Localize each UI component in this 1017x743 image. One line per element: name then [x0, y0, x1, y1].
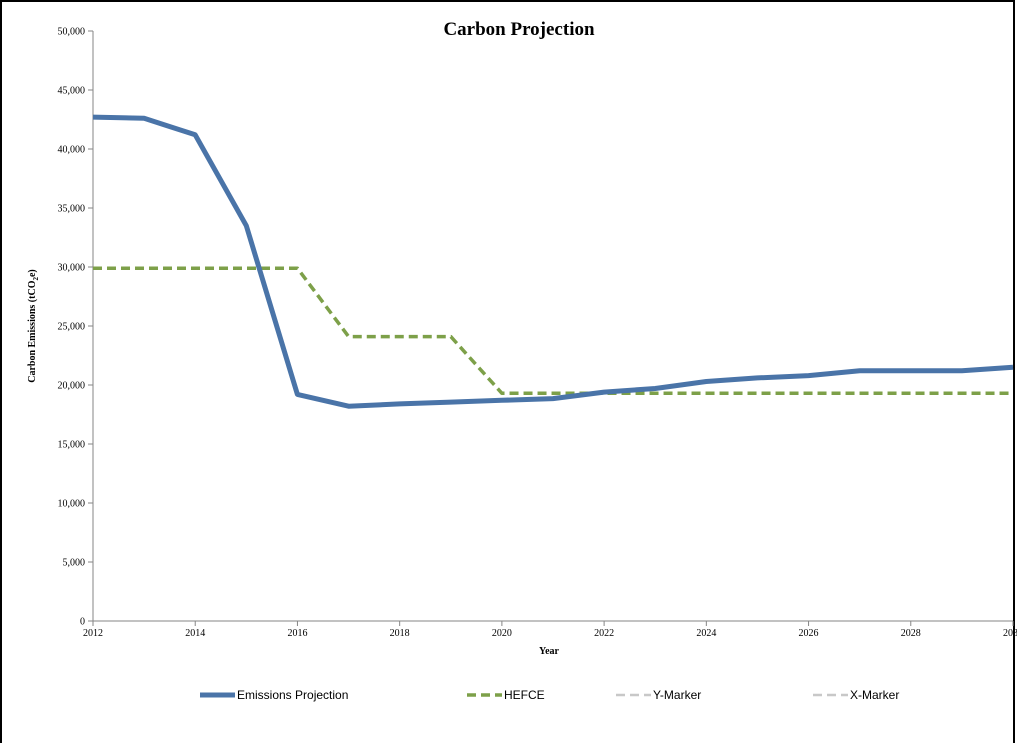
legend-label: Y-Marker	[653, 688, 701, 702]
x-tick-label: 2024	[696, 628, 716, 639]
x-tick-label: 2028	[901, 628, 921, 639]
y-tick-label: 25,000	[58, 322, 86, 333]
x-tick-label: 2026	[799, 628, 819, 639]
x-tick-label: 2030	[1003, 628, 1017, 639]
series-line-hefce	[93, 266, 1013, 396]
y-tick-label: 10,000	[58, 499, 86, 510]
y-tick-label: 45,000	[58, 86, 86, 97]
legend-label: Emissions Projection	[237, 688, 348, 702]
x-axis-label: Year	[539, 646, 560, 657]
y-tick-label: 30,000	[58, 263, 86, 274]
y-tick-label: 20,000	[58, 381, 86, 392]
legend-label: HEFCE	[504, 688, 545, 702]
y-tick-label: 15,000	[58, 440, 86, 451]
x-tick-label: 2022	[594, 628, 614, 639]
series-line-emissions-projection	[92, 114, 1014, 409]
y-tick-label: 50,000	[58, 27, 86, 38]
y-axis-label: Carbon Emissions (tCO2e)	[27, 269, 40, 383]
plot-area: 0 5,000 10,000 15,000 20,000 25,000 30,000 35,0…	[58, 27, 1017, 640]
y-tick-label: 0	[80, 617, 85, 628]
x-ticks: 2012 2014 2016 2018 2020 2022 2024 2026 2028 2030	[83, 621, 1017, 639]
chart-title: Carbon Projection	[443, 19, 595, 40]
x-tick-label: 2020	[492, 628, 512, 639]
x-tick-label: 2012	[83, 628, 103, 639]
y-tick-label: 5,000	[63, 558, 86, 569]
x-tick-label: 2016	[287, 628, 307, 639]
y-tick-label: 35,000	[58, 204, 86, 215]
legend-label: X-Marker	[850, 688, 899, 702]
x-tick-label: 2014	[185, 628, 205, 639]
y-tick-label: 40,000	[58, 145, 86, 156]
x-tick-label: 2018	[390, 628, 410, 639]
series-lines	[92, 114, 1014, 409]
legend: Emissions Projection HEFCE Y-Marker X-Marke…	[200, 688, 899, 702]
y-ticks: 0 5,000 10,000 15,000 20,000 25,000 30,000 35,0…	[58, 27, 93, 628]
